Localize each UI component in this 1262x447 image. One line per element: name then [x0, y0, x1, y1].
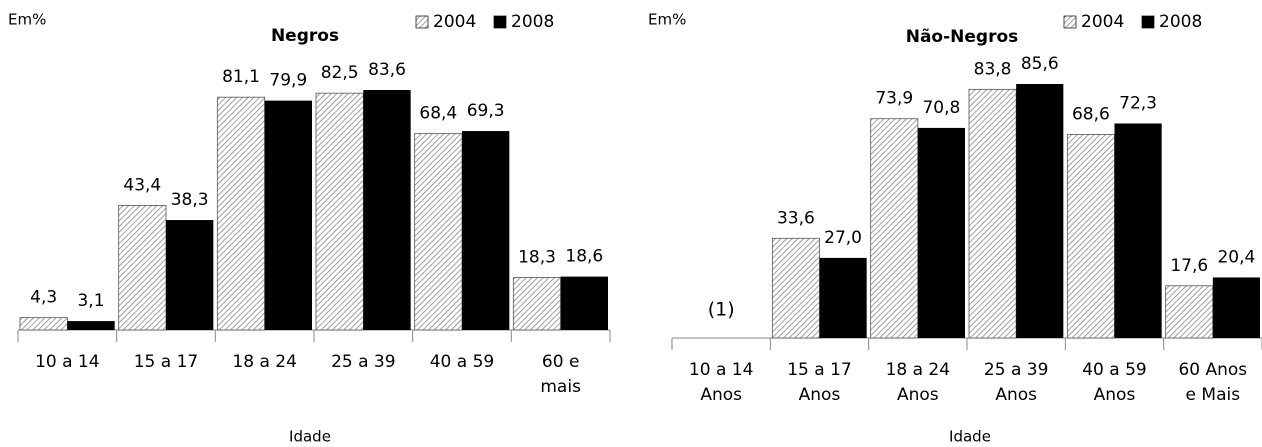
legend-swatch — [493, 15, 507, 29]
bar — [512, 277, 562, 331]
bar — [819, 257, 867, 338]
value-label: 43,4 — [123, 175, 161, 195]
x-tick-label: 25 a 39 — [331, 352, 396, 372]
x-label: Idade — [949, 428, 991, 446]
value-label: 3,1 — [77, 291, 104, 311]
y-label: Em% — [648, 11, 686, 29]
value-label: 73,9 — [875, 89, 913, 109]
value-label: 79,9 — [269, 71, 307, 91]
bar — [1066, 134, 1115, 339]
legend-label: 2008 — [1159, 12, 1202, 32]
x-tick-label: 18 a 24 — [232, 352, 297, 372]
chart: Em% Negros Idade 2004 2008 4,3 3,1 43,4 38,3 81,1… — [8, 11, 611, 446]
annotation: (1) — [708, 299, 735, 321]
x-label: Idade — [289, 428, 331, 446]
value-label: 17,6 — [1170, 256, 1208, 276]
legend-swatch — [1141, 15, 1155, 29]
bar — [462, 131, 510, 330]
bar — [1212, 277, 1260, 338]
value-label: 18,3 — [518, 247, 556, 267]
value-label: 83,8 — [974, 59, 1012, 79]
x-tick-label: 10 a 14 — [35, 352, 100, 372]
bar — [968, 88, 1017, 339]
bar — [917, 127, 965, 338]
value-label: 85,6 — [1021, 54, 1059, 74]
bar — [19, 317, 68, 331]
bar — [216, 96, 266, 331]
bar — [118, 205, 167, 331]
x-tick-label: 10 a 14 Anos — [688, 360, 754, 405]
bar — [363, 90, 411, 330]
x-tick-label: 40 a 59 Anos — [1082, 360, 1147, 405]
bar — [414, 133, 463, 331]
legend-swatch — [415, 15, 429, 29]
bar — [560, 276, 608, 330]
chart-title: Negros — [271, 26, 339, 46]
bar — [1016, 84, 1064, 338]
x-tick-label: 60 e mais — [540, 352, 581, 397]
x-tick-label: 60 Anos e Mais — [1178, 360, 1248, 405]
y-label: Em% — [8, 11, 46, 29]
bar — [870, 118, 919, 339]
bar — [67, 321, 115, 330]
bar — [315, 92, 364, 331]
x-tick-label: 25 a 39 Anos — [983, 360, 1049, 405]
legend-label: 2008 — [511, 12, 554, 32]
bar — [1114, 123, 1162, 338]
legend-label: 2004 — [433, 12, 476, 32]
legend-swatch — [1063, 15, 1077, 29]
value-label: 20,4 — [1217, 247, 1255, 267]
value-label: 27,0 — [824, 228, 862, 248]
x-tick-label: 18 a 24 Anos — [885, 360, 951, 405]
bar — [166, 220, 214, 330]
value-label: 70,8 — [922, 98, 960, 118]
value-label: 72,3 — [1119, 93, 1157, 113]
value-label: 69,3 — [467, 101, 505, 121]
value-label: 18,6 — [565, 247, 603, 267]
chart-title: Não-Negros — [906, 27, 1019, 47]
value-label: 33,6 — [777, 208, 815, 228]
bar — [1165, 285, 1214, 339]
value-label: 68,6 — [1072, 104, 1110, 124]
value-label: 83,6 — [368, 60, 406, 80]
value-label: 81,1 — [222, 67, 260, 87]
bar — [771, 237, 820, 339]
value-label: 4,3 — [30, 288, 57, 308]
value-label: 82,5 — [321, 63, 359, 83]
legend-label: 2004 — [1081, 12, 1124, 32]
x-tick-label: 15 a 17 — [133, 352, 199, 372]
x-tick-label: 15 a 17 Anos — [787, 360, 852, 405]
chart: Em% Não-Negros Idade 2004 2008 33,6 27,0 73,9 70… — [648, 11, 1262, 446]
bar — [264, 100, 312, 330]
x-tick-label: 40 a 59 — [429, 352, 495, 372]
value-label: 68,4 — [419, 104, 457, 124]
value-label: 38,3 — [171, 190, 209, 210]
